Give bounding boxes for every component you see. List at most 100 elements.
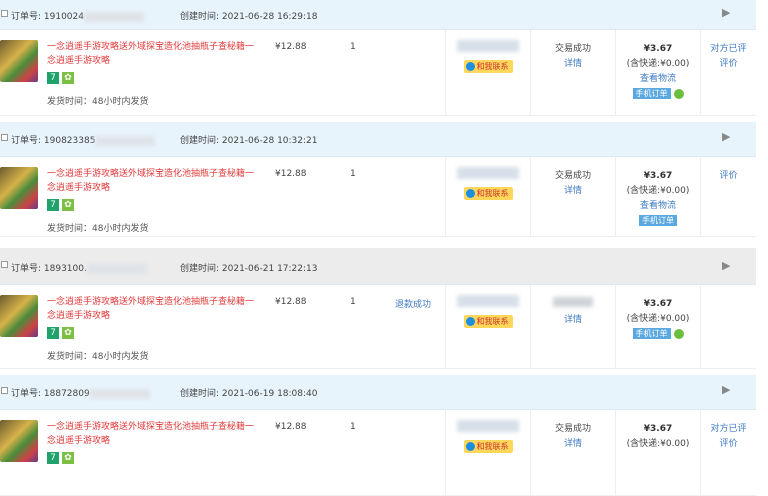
- logistics-link[interactable]: 查看物流: [639, 201, 676, 211]
- evaluate-link[interactable]: 评价: [719, 171, 738, 181]
- seller-column: 和我联系: [445, 157, 530, 237]
- seven-day-return-icon: 7: [47, 452, 59, 464]
- product-title[interactable]: 一念逍遥手游攻略送外域探宝造化池抽瓶子查秘籍一念逍遥手游攻略: [47, 297, 255, 321]
- created-value: 2021-06-28 16:29:18: [221, 12, 318, 22]
- order-number-value: 1893100.: [43, 264, 87, 274]
- order-number: 订单号: 18872809: [11, 386, 150, 399]
- ship-time: 发货时间：48小时内发货: [47, 352, 149, 362]
- created-label: 创建时间:: [180, 264, 222, 274]
- order-number-label: 订单号:: [11, 12, 44, 22]
- seven-day-return-icon: 7: [47, 72, 59, 84]
- created-time: 创建时间: 2021-06-21 17:22:13: [180, 261, 318, 274]
- status-column: 详情: [530, 285, 615, 369]
- seven-day-return-icon: 7: [47, 199, 59, 211]
- flag-icon[interactable]: ▶: [722, 6, 731, 19]
- trade-status: 交易成功: [554, 171, 591, 181]
- created-value: 2021-06-28 10:32:21: [221, 136, 318, 146]
- seller-name-redacted: [457, 40, 519, 52]
- created-label: 创建时间:: [180, 136, 222, 146]
- shipping-fee: (含快递:¥0.00): [626, 439, 690, 449]
- order-card: 订单号: 190823385 创建时间: 2021-06-28 10:32:21…: [0, 122, 756, 237]
- total-amount: ¥3.67: [643, 44, 673, 54]
- mobile-order-badge: 手机订单: [639, 215, 677, 226]
- logistics-link[interactable]: 查看物流: [639, 74, 676, 84]
- contact-button[interactable]: 和我联系: [463, 60, 513, 73]
- contact-button[interactable]: 和我联系: [463, 187, 513, 200]
- order-body: 一念逍遥手游攻略送外域探宝造化池抽瓶子查秘籍一念逍遥手游攻略 7 ✿ 发货时间：4…: [0, 157, 756, 237]
- quantity: 1: [350, 169, 356, 179]
- guarantee-icon: ✿: [62, 72, 74, 84]
- status-column: 交易成功 详情: [530, 410, 615, 496]
- order-number-label: 订单号:: [11, 389, 44, 399]
- created-time: 创建时间: 2021-06-28 16:29:18: [180, 9, 318, 22]
- product-thumbnail[interactable]: [0, 295, 38, 337]
- unit-price: ¥12.88: [275, 297, 307, 307]
- created-value: 2021-06-21 17:22:13: [221, 264, 318, 274]
- created-label: 创建时间:: [180, 12, 222, 22]
- contact-label: 和我联系: [476, 317, 509, 326]
- created-value: 2021-06-19 18:08:40: [221, 389, 318, 399]
- guarantee-icon: ✿: [62, 452, 74, 464]
- detail-link[interactable]: 详情: [563, 186, 582, 196]
- contact-label: 和我联系: [476, 442, 509, 451]
- shipping-fee: (含快递:¥0.00): [626, 59, 690, 69]
- order-body: 一念逍遥手游攻略送外域探宝造化池抽瓶子查秘籍一念逍遥手游攻略 7 ✿ ¥12.88…: [0, 410, 756, 496]
- order-checkbox[interactable]: [1, 134, 8, 141]
- shipping-fee: (含快递:¥0.00): [626, 186, 690, 196]
- trade-status: 交易成功: [554, 44, 591, 54]
- status-column: 交易成功 详情: [530, 30, 615, 116]
- trade-status: 交易成功: [554, 424, 591, 434]
- chat-icon: [465, 189, 475, 198]
- contact-button[interactable]: 和我联系: [463, 440, 513, 453]
- order-card: 订单号: 1893100. 创建时间: 2021-06-21 17:22:13 …: [0, 248, 756, 369]
- amount-column: ¥3.67 (含快递:¥0.00) 手机订单: [615, 285, 700, 369]
- product-title[interactable]: 一念逍遥手游攻略送外域探宝造化池抽瓶子查秘籍一念逍遥手游攻略: [47, 42, 255, 66]
- product-title[interactable]: 一念逍遥手游攻略送外域探宝造化池抽瓶子查秘籍一念逍遥手游攻略: [47, 169, 255, 193]
- order-header: 订单号: 1910024 创建时间: 2021-06-28 16:29:18 ▶: [0, 0, 756, 30]
- order-checkbox[interactable]: [1, 261, 8, 268]
- unit-price: ¥12.88: [275, 169, 307, 179]
- flag-icon[interactable]: ▶: [722, 383, 731, 396]
- detail-link[interactable]: 详情: [563, 439, 582, 449]
- contact-label: 和我联系: [476, 189, 509, 198]
- total-amount: ¥3.67: [643, 424, 673, 434]
- evaluation-column: 评价: [700, 157, 756, 237]
- status-column: 交易成功 详情: [530, 157, 615, 237]
- order-number-label: 订单号:: [11, 136, 44, 146]
- chat-icon: [465, 442, 475, 451]
- amount-column: ¥3.67 (含快递:¥0.00) 查看物流 手机订单: [615, 157, 700, 237]
- order-header: 订单号: 18872809 创建时间: 2021-06-19 18:08:40 …: [0, 375, 756, 410]
- evaluated-link[interactable]: 对方已评: [710, 44, 747, 54]
- evaluate-link[interactable]: 评价: [719, 59, 738, 69]
- product-title[interactable]: 一念逍遥手游攻略送外域探宝造化池抽瓶子查秘籍一念逍遥手游攻略: [47, 422, 255, 446]
- order-checkbox[interactable]: [1, 10, 8, 17]
- order-body: 一念逍遥手游攻略送外域探宝造化池抽瓶子查秘籍一念逍遥手游攻略 7 ✿ 发货时间：4…: [0, 285, 756, 369]
- product-thumbnail[interactable]: [0, 167, 38, 209]
- detail-link[interactable]: 详情: [563, 315, 582, 325]
- guarantee-icon: ✿: [62, 199, 74, 211]
- seller-name-redacted: [457, 295, 519, 307]
- flag-icon[interactable]: ▶: [722, 130, 731, 143]
- redacted: [86, 263, 147, 274]
- redacted: [84, 11, 144, 22]
- evaluation-column: 对方已评 评价: [700, 410, 756, 496]
- evaluated-link[interactable]: 对方已评: [710, 424, 747, 434]
- leaf-icon: [673, 88, 684, 99]
- product-thumbnail[interactable]: [0, 40, 38, 82]
- evaluate-link[interactable]: 评价: [719, 439, 738, 449]
- redacted: [95, 135, 156, 146]
- order-checkbox[interactable]: [1, 387, 8, 394]
- order-number-value: 18872809: [43, 389, 90, 399]
- order-body: 一念逍遥手游攻略送外域探宝造化池抽瓶子查秘籍一念逍遥手游攻略 7 ✿ 发货时间：4…: [0, 30, 756, 116]
- shipping-fee: (含快递:¥0.00): [626, 314, 690, 324]
- refund-status-link[interactable]: 退款成功: [395, 300, 432, 310]
- detail-link[interactable]: 详情: [563, 59, 582, 69]
- seller-name-redacted: [457, 420, 519, 432]
- quantity: 1: [350, 297, 356, 307]
- order-number-label: 订单号:: [11, 264, 44, 274]
- evaluation-column: 对方已评 评价: [700, 30, 756, 116]
- flag-icon[interactable]: ▶: [722, 259, 731, 272]
- mobile-order-badge: 手机订单: [632, 328, 671, 339]
- product-thumbnail[interactable]: [0, 420, 38, 462]
- contact-button[interactable]: 和我联系: [463, 315, 513, 328]
